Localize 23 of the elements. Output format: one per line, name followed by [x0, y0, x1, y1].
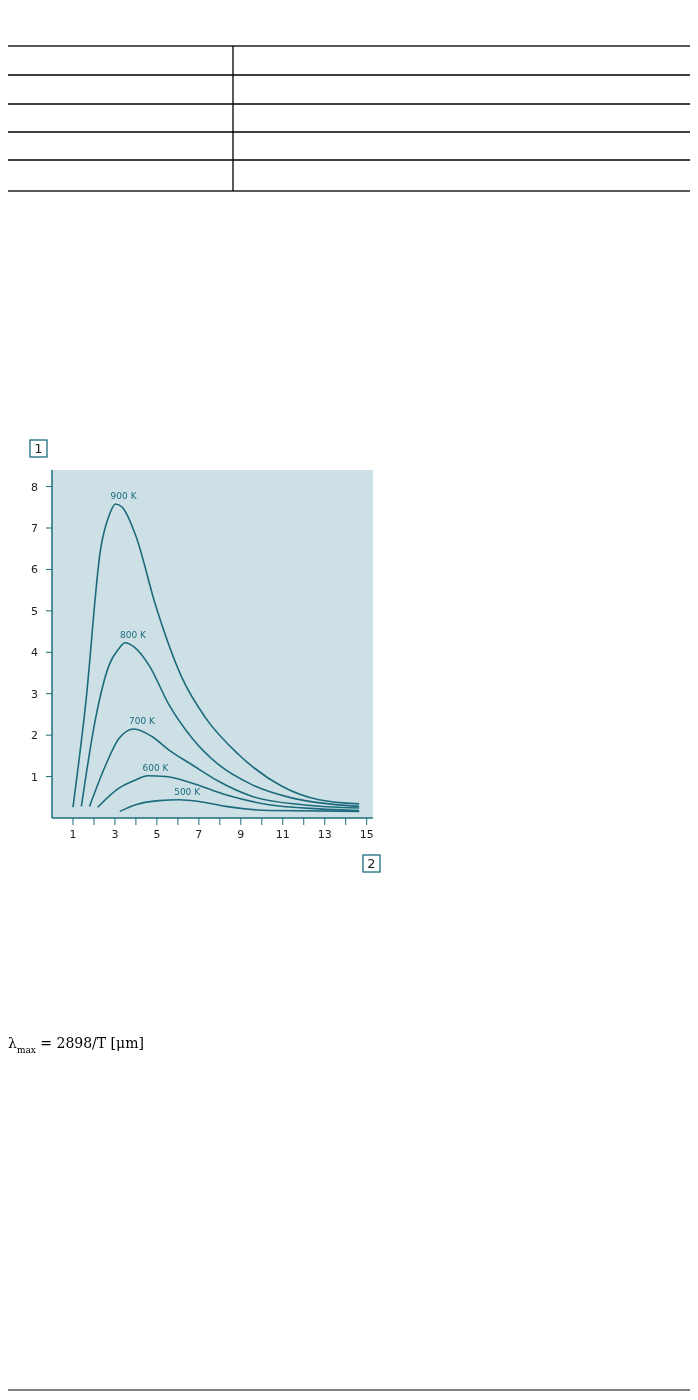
series-label: 600 K	[142, 762, 170, 773]
series-label: 500 K	[174, 786, 202, 797]
x-tick-label: 3	[111, 828, 119, 841]
y-tick-label: 5	[31, 604, 38, 618]
y-tick-label: 6	[31, 563, 38, 577]
y-tick-label: 2	[31, 729, 38, 743]
x-tick-label: 13	[317, 828, 332, 841]
y-tick-label: 3	[31, 687, 38, 701]
x-axis-title: 2	[367, 856, 376, 871]
y-tick-label: 7	[31, 522, 38, 535]
x-tick-label: 5	[153, 828, 161, 841]
x-tick-label: 11	[275, 828, 290, 841]
y-tick-label: 4	[31, 646, 38, 660]
series-label: 700 K	[129, 715, 157, 726]
x-tick-label: 7	[195, 828, 203, 841]
x-tick-label: 1	[69, 828, 77, 841]
y-tick-label: 1	[31, 770, 38, 784]
x-tick-label: 9	[237, 828, 245, 841]
x-tick-label: 15	[359, 828, 374, 841]
text: λ$_{max}$ = 2898/T [μm]	[8, 1035, 144, 1055]
y-tick-label: 8	[31, 480, 38, 494]
series-label: 900 K	[110, 490, 138, 501]
series-label: 800 K	[120, 629, 148, 640]
